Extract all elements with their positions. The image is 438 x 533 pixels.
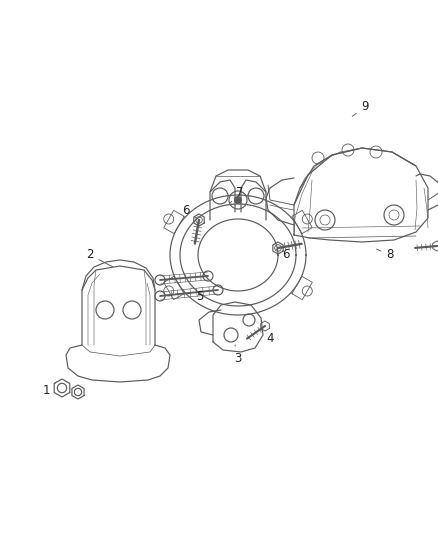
Text: 8: 8 [377,248,394,262]
Text: 4: 4 [260,329,274,344]
Circle shape [234,196,242,204]
Text: 5: 5 [191,288,204,303]
Text: 7: 7 [230,185,244,203]
Text: 1: 1 [42,383,56,397]
Text: 6: 6 [276,248,290,262]
Text: 6: 6 [182,204,196,218]
Text: 2: 2 [86,248,113,266]
Text: 9: 9 [352,101,369,116]
Text: 3: 3 [234,345,242,365]
